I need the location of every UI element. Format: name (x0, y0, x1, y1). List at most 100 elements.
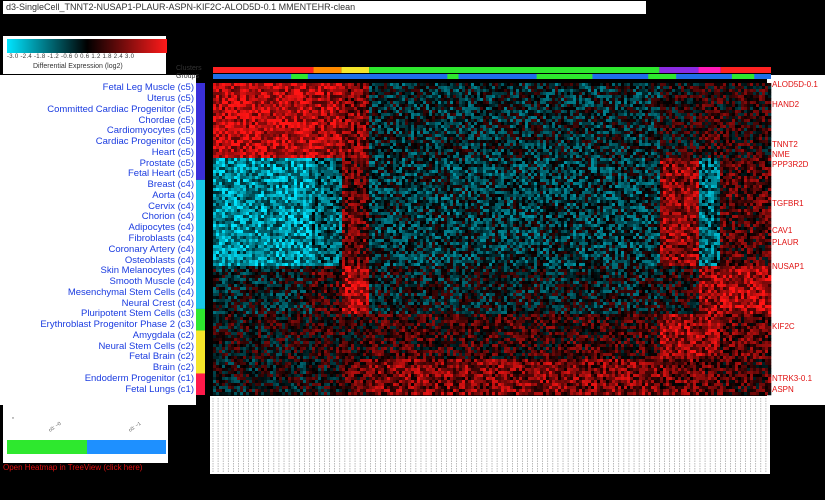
heatmap-cell (663, 122, 667, 126)
heatmap-cell (387, 119, 391, 123)
heatmap-cell (438, 131, 442, 135)
heatmap-cell (303, 101, 307, 105)
heatmap-cell (225, 116, 229, 120)
heatmap-cell (228, 110, 232, 114)
heatmap-cell (666, 110, 670, 114)
heatmap-cell (678, 89, 682, 93)
heatmap-cell (585, 119, 589, 123)
heatmap-cell (591, 152, 595, 156)
heatmap-cell (768, 146, 772, 150)
heatmap-cell (726, 101, 730, 105)
heatmap-cell (216, 143, 220, 147)
heatmap-cell (561, 152, 565, 156)
heatmap-cell (474, 155, 478, 159)
heatmap-cell (357, 122, 361, 126)
heatmap-cell (225, 131, 229, 135)
heatmap-cell (495, 128, 499, 132)
heatmap-cell (219, 122, 223, 126)
heatmap-cell (531, 86, 535, 90)
heatmap-cell (717, 128, 721, 132)
heatmap-cell (735, 152, 739, 156)
heatmap-cell (261, 122, 265, 126)
heatmap-cell (702, 89, 706, 93)
heatmap-cell (243, 134, 247, 138)
heatmap-cell (300, 128, 304, 132)
heatmap-cell (225, 155, 229, 159)
heatmap-cell (246, 152, 250, 156)
heatmap-cell (609, 95, 613, 99)
heatmap-cell (549, 95, 553, 99)
heatmap-cell (684, 131, 688, 135)
heatmap-cell (600, 119, 604, 123)
heatmap-cell (390, 158, 394, 162)
heatmap-cell (372, 161, 376, 165)
heatmap-cell (543, 107, 547, 111)
heatmap-cell (276, 122, 280, 126)
heatmap-cell (744, 95, 748, 99)
heatmap-cell (510, 86, 514, 90)
heatmap-cell (546, 125, 550, 129)
heatmap-cell (468, 104, 472, 108)
heatmap-cell (717, 143, 721, 147)
heatmap-cell (756, 143, 760, 147)
heatmap-cell (507, 92, 511, 96)
heatmap-cell (420, 110, 424, 114)
heatmap-cell (696, 146, 700, 150)
heatmap-cell (276, 152, 280, 156)
heatmap-cell (663, 101, 667, 105)
heatmap-cell (393, 134, 397, 138)
heatmap-cell (762, 152, 766, 156)
heatmap-cell (510, 146, 514, 150)
heatmap-cell (249, 152, 253, 156)
heatmap-cell (450, 122, 454, 126)
heatmap-cell (321, 152, 325, 156)
heatmap-cell (756, 104, 760, 108)
heatmap-cell (498, 143, 502, 147)
heatmap-cell (675, 122, 679, 126)
heatmap-cell (222, 86, 226, 90)
heatmap-cell (693, 113, 697, 117)
heatmap-cell (759, 137, 763, 141)
heatmap-cell (309, 131, 313, 135)
heatmap-cell (237, 137, 241, 141)
heatmap-cell (420, 95, 424, 99)
heatmap-cell (351, 113, 355, 117)
heatmap-cell (444, 161, 448, 165)
heatmap-cell (351, 131, 355, 135)
heatmap-cell (480, 140, 484, 144)
heatmap-cell (576, 116, 580, 120)
heatmap-cell (408, 95, 412, 99)
heatmap-cell (477, 149, 481, 153)
heatmap-cell (702, 137, 706, 141)
heatmap-cell (375, 110, 379, 114)
heatmap-cell (756, 158, 760, 162)
heatmap-cell (459, 122, 463, 126)
heatmap-cell (630, 113, 634, 117)
heatmap-cell (270, 161, 274, 165)
heatmap-cell (252, 107, 256, 111)
heatmap-cell (243, 122, 247, 126)
heatmap-cell (342, 137, 346, 141)
heatmap-cell (645, 143, 649, 147)
heatmap-cell (213, 110, 217, 114)
heatmap-cell (510, 134, 514, 138)
heatmap-cell (678, 134, 682, 138)
heatmap-cell (414, 155, 418, 159)
heatmap-cell (498, 146, 502, 150)
heatmap-cell (600, 98, 604, 102)
heatmap-cell (555, 116, 559, 120)
heatmap-cell (453, 104, 457, 108)
heatmap-cell (639, 149, 643, 153)
heatmap-cell (348, 107, 352, 111)
heatmap-cell (450, 131, 454, 135)
heatmap-cell (270, 146, 274, 150)
heatmap-cell (663, 155, 667, 159)
heatmap-cell (666, 107, 670, 111)
heatmap-cell (624, 140, 628, 144)
heatmap-cell (612, 116, 616, 120)
heatmap-cell (576, 149, 580, 153)
heatmap-cell (519, 107, 523, 111)
heatmap-cell (510, 107, 514, 111)
heatmap-cell (732, 146, 736, 150)
heatmap-cell (405, 95, 409, 99)
